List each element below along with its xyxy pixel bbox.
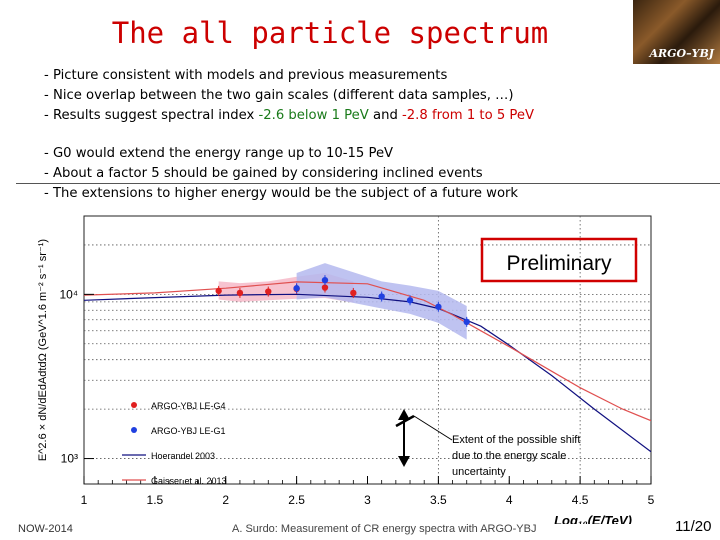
- x-tick-label: 2: [222, 493, 229, 507]
- x-tick-label: 4.5: [572, 493, 589, 507]
- bullet-line: - Nice overlap between the two gain scal…: [44, 86, 534, 106]
- bullet-line: - Results suggest spectral index -2.6 be…: [44, 106, 534, 126]
- legend-label: ARGO-YBJ LE-G1: [151, 426, 226, 436]
- bullet-text: - Picture consistent with models and pre…: [44, 68, 448, 83]
- bullet-line: - G0 would extend the energy range up to…: [44, 144, 518, 164]
- bullet-text: - Nice overlap between the two gain scal…: [44, 88, 514, 103]
- highlight-text: -2.8 from 1 to 5 PeV: [402, 108, 535, 123]
- bullet-line: - The extensions to higher energy would …: [44, 184, 518, 204]
- bullet-text: - About a factor 5 should be gained by c…: [44, 166, 483, 181]
- bullet-text: - Results suggest spectral index: [44, 108, 259, 123]
- data-point: [265, 288, 272, 295]
- axis-ticks: 1 1.5 2 2.5 3 3.5 4 4.5 5 10³ 10⁴: [59, 287, 654, 507]
- bullet-line: - About a factor 5 should be gained by c…: [44, 164, 518, 184]
- footer-conference: NOW-2014: [18, 523, 73, 535]
- x-tick-label: 4: [506, 493, 513, 507]
- curve-hoerandel-2003: [84, 293, 651, 453]
- x-tick-label: 3.5: [430, 493, 447, 507]
- preliminary-label: Preliminary: [506, 252, 612, 275]
- legend-label: Gaisser et al. 2013: [151, 476, 227, 486]
- argo-ybj-logo: ARGO–YBJ: [633, 0, 720, 64]
- x-tick-label: 2.5: [288, 493, 305, 507]
- bullet-text: and: [368, 108, 403, 123]
- data-point: [293, 285, 300, 292]
- data-point: [406, 297, 414, 304]
- legend-marker: [131, 402, 137, 408]
- data-points: [215, 275, 470, 327]
- bullet-list-outlook: - G0 would extend the energy range up to…: [44, 144, 518, 204]
- slide-title: The all particle spectrum: [111, 16, 549, 50]
- x-axis-label: Log₁₀(E/TeV): [554, 513, 632, 524]
- y-tick-label: 10³: [61, 452, 78, 466]
- x-tick-label: 1.5: [147, 493, 164, 507]
- bullet-list-results: - Picture consistent with models and pre…: [44, 66, 534, 126]
- grid-lines: [84, 216, 651, 484]
- page-number: 11/20: [675, 518, 712, 535]
- chart-legend: ARGO-YBJ LE-G4 ARGO-YBJ LE-G1 Hoerandel 20…: [122, 401, 227, 486]
- divider: [16, 183, 720, 184]
- bullet-line: - Picture consistent with models and pre…: [44, 66, 534, 86]
- y-axis-label: E^2.6 × dN/dEdAdtdΩ (GeV^1.6 m⁻² s⁻¹ sr⁻…: [37, 239, 49, 461]
- legend-label: ARGO-YBJ LE-G4: [151, 401, 226, 411]
- data-point: [321, 276, 329, 284]
- plot-frame: [83, 215, 652, 485]
- data-point: [236, 289, 244, 297]
- x-tick-label: 3: [364, 493, 371, 507]
- x-tick-label: 1: [81, 493, 88, 507]
- bullet-text: - The extensions to higher energy would …: [44, 186, 519, 201]
- y-tick-label: 10⁴: [59, 287, 78, 301]
- data-point: [378, 293, 385, 300]
- data-point: [350, 289, 357, 297]
- footer-author: A. Surdo: Measurement of CR energy spect…: [232, 523, 537, 535]
- x-tick-label: 5: [648, 493, 655, 507]
- data-point: [321, 284, 329, 291]
- preliminary-box: [480, 237, 638, 283]
- model-curves: [84, 281, 651, 453]
- shift-note-line-2: due to the energy scale: [452, 450, 566, 462]
- shift-note-line-3: uncertainty: [452, 466, 506, 478]
- highlight-text: -2.6 below 1 PeV: [258, 108, 369, 123]
- data-point: [215, 287, 222, 295]
- logo-text: ARGO–YBJ: [649, 47, 714, 60]
- shift-arrow: [395, 409, 453, 467]
- curve-gaisser-et-al-2013: [84, 281, 651, 422]
- bullet-text: - G0 would extend the energy range up to…: [44, 146, 394, 161]
- legend-marker: [131, 427, 137, 433]
- data-point: [463, 318, 470, 326]
- shift-note-line-1: Extent of the possible shift: [452, 434, 580, 446]
- data-point: [435, 303, 442, 310]
- legend-label: Hoerandel 2003: [151, 451, 215, 461]
